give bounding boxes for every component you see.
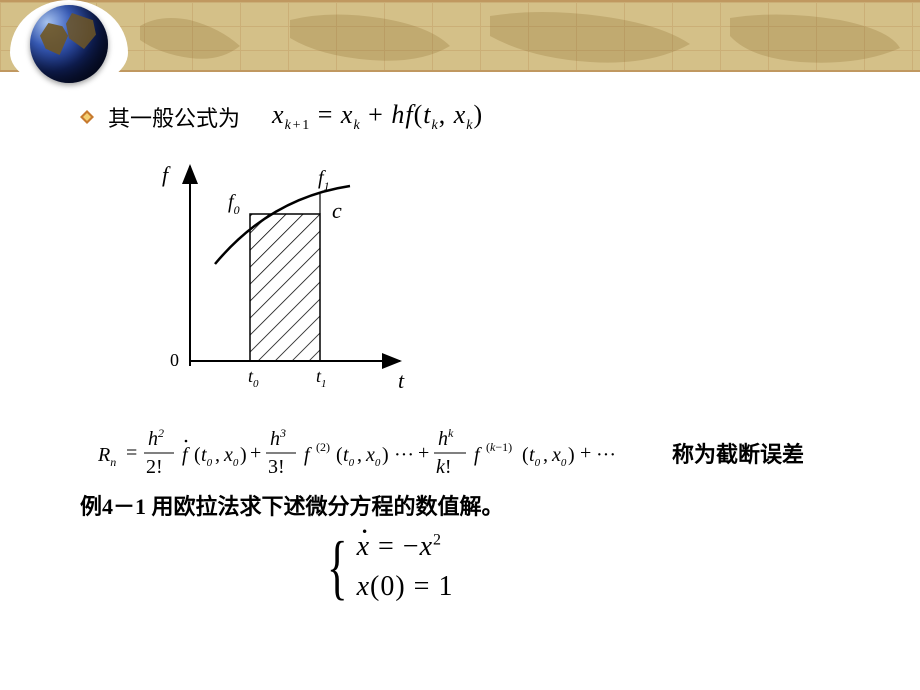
svg-text:f: f <box>474 444 482 466</box>
svg-text:t0: t0 <box>343 444 355 469</box>
svg-text:f0: f0 <box>228 191 240 217</box>
svg-text:(k−1): (k−1) <box>486 440 512 454</box>
content-area: 其一般公式为 xk+1 = xk + hf(tk, xk) f t 0 f0 f… <box>0 72 920 603</box>
svg-text:+: + <box>580 442 591 464</box>
eq-line-2: x(0) = 1 <box>357 571 454 603</box>
svg-text:(: ( <box>194 444 201 466</box>
eq-line-1: x = −x2 <box>357 531 454 563</box>
truncation-error-row: Rn = h2 2! f (t0 ,x0 ) + h3 3! f (2) (t0 <box>98 425 860 481</box>
svg-text:(: ( <box>336 444 343 466</box>
example-title: 例4－1 用欧拉法求下述微分方程的数值解。 <box>80 489 860 521</box>
svg-text:f1: f1 <box>318 167 330 193</box>
bullet-text: 其一般公式为 <box>108 101 240 133</box>
svg-text:,: , <box>543 444 548 466</box>
svg-text:(2): (2) <box>316 440 330 454</box>
y-axis-label: f <box>162 162 171 187</box>
svg-text:h2: h2 <box>148 426 164 450</box>
svg-text:···: ··· <box>394 444 414 466</box>
svg-text:): ) <box>240 444 247 466</box>
svg-text:t1: t1 <box>316 366 327 390</box>
rn-formula: Rn = h2 2! f (t0 ,x0 ) + h3 3! f (2) (t0 <box>98 425 668 481</box>
svg-text:+: + <box>250 442 261 464</box>
svg-text:): ) <box>568 444 575 466</box>
svg-text:+: + <box>418 442 429 464</box>
x-axis-label: t <box>398 368 405 393</box>
svg-text:f: f <box>182 444 190 466</box>
svg-text:,: , <box>357 444 362 466</box>
svg-text:c: c <box>332 198 342 223</box>
svg-text:3!: 3! <box>268 456 285 478</box>
origin-label: 0 <box>170 350 179 370</box>
svg-text:t0: t0 <box>201 444 213 469</box>
world-map-silhouette <box>130 6 910 70</box>
svg-text:x0: x0 <box>551 444 567 469</box>
svg-text:x0: x0 <box>365 444 381 469</box>
main-formula: xk+1 = xk + hf(tk, xk) <box>272 100 483 134</box>
svg-text:): ) <box>382 444 389 466</box>
svg-text:h3: h3 <box>270 426 286 450</box>
truncation-error-label: 称为截断误差 <box>672 437 804 469</box>
svg-text:,: , <box>215 444 220 466</box>
svg-text:Rn: Rn <box>98 444 116 469</box>
left-brace-icon: { <box>327 531 348 603</box>
svg-text:t0: t0 <box>248 366 259 390</box>
bullet-diamond-icon <box>80 110 94 124</box>
svg-text:f: f <box>304 444 312 466</box>
svg-text:x0: x0 <box>223 444 239 469</box>
svg-text:t0: t0 <box>529 444 541 469</box>
svg-text:(: ( <box>522 444 529 466</box>
svg-text:···: ··· <box>596 444 616 466</box>
svg-text:=: = <box>126 442 137 464</box>
svg-text:hk: hk <box>438 426 454 450</box>
header-band <box>0 0 920 72</box>
euler-diagram: f t 0 f0 f1 c t0 t1 <box>140 156 440 406</box>
svg-text:k!: k! <box>436 456 452 478</box>
svg-text:2!: 2! <box>146 456 163 478</box>
ode-system: { x = −x2 x(0) = 1 <box>320 531 860 603</box>
bullet-line: 其一般公式为 xk+1 = xk + hf(tk, xk) <box>80 100 860 134</box>
